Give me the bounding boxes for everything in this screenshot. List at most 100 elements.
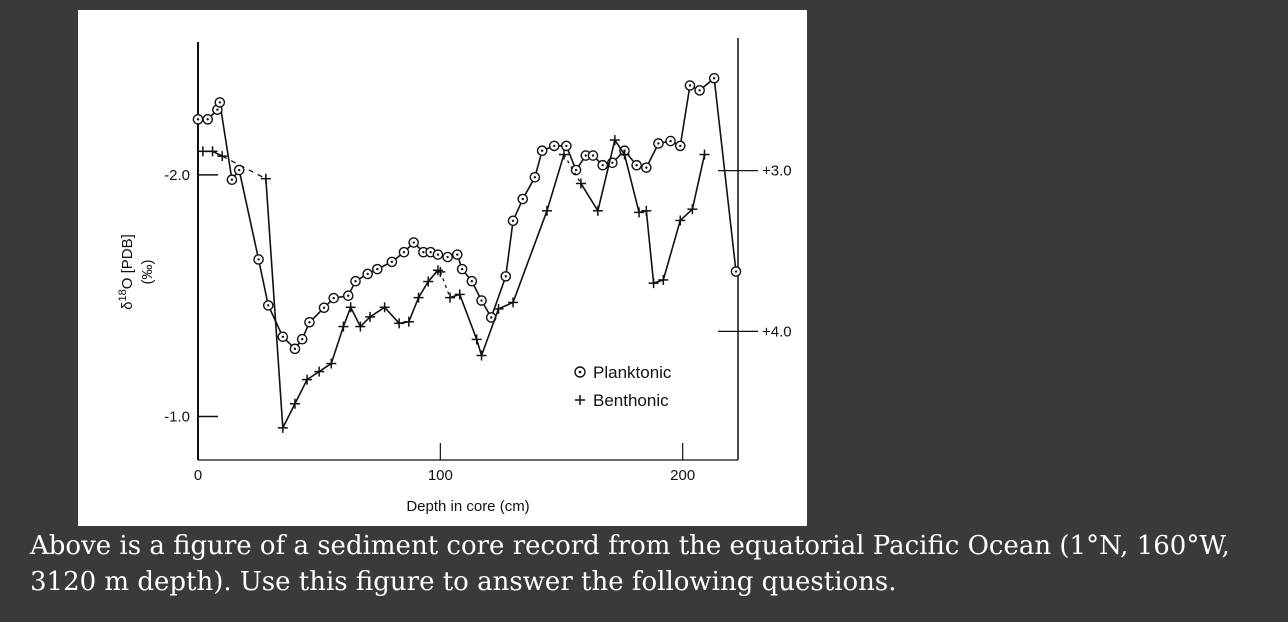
- benthonic-segment-7: [318, 362, 332, 373]
- planktonic-point: [597, 159, 609, 171]
- planktonic-point: [262, 300, 274, 311]
- benthonic-point: [435, 266, 446, 277]
- benthonic-point: [575, 178, 586, 189]
- benthonic-point: [302, 374, 313, 385]
- benthonic-point: [493, 303, 504, 314]
- planktonic-segment-47: [679, 85, 691, 147]
- benthonic-point: [687, 204, 698, 215]
- planktonic-point: [466, 275, 478, 287]
- benthonic-point: [197, 146, 208, 157]
- series-markers-benthonic: [197, 135, 710, 433]
- benthonic-segment-8: [330, 326, 345, 364]
- planktonic-point: [674, 140, 686, 152]
- benthonic-point: [699, 149, 710, 160]
- benthonic-point: [658, 274, 669, 285]
- benthonic-point: [508, 297, 519, 308]
- planktonic-point: [694, 85, 705, 96]
- planktonic-point: [289, 343, 301, 355]
- planktonic-segment-3: [219, 102, 233, 180]
- benthonic-point: [558, 149, 569, 160]
- planktonic-point: [500, 271, 512, 282]
- planktonic-point: [665, 135, 676, 147]
- benthonic-point: [675, 215, 686, 226]
- benthonic-segment-29: [597, 139, 616, 211]
- benthonic-segment-12: [369, 306, 386, 318]
- benthonic-segment-9: [342, 306, 352, 327]
- benthonic-segment-1: [212, 150, 223, 157]
- benthonic-point: [394, 318, 405, 329]
- legend-label-benthonic: Benthonic: [593, 391, 669, 410]
- benthonic-point: [648, 278, 659, 289]
- planktonic-segment-5: [238, 169, 260, 260]
- benthonic-point: [413, 292, 424, 303]
- planktonic-point: [304, 316, 315, 328]
- planktonic-segment-30: [504, 220, 514, 277]
- x-tick-label-200: 200: [670, 467, 695, 484]
- legend: Planktonic Benthonic: [574, 363, 672, 410]
- planktonic-point: [342, 290, 354, 301]
- planktonic-point: [708, 72, 720, 84]
- benthonic-segment-6: [306, 370, 320, 381]
- benthonic-point: [365, 311, 376, 322]
- benthonic-point: [379, 302, 390, 313]
- benthonic-segment-10: [349, 306, 362, 327]
- series-line-planktonic: [198, 77, 737, 350]
- planktonic-point: [476, 295, 487, 306]
- planktonic-point: [386, 256, 398, 268]
- legend-marker-planktonic: [574, 366, 586, 378]
- planktonic-point: [398, 246, 410, 258]
- planktonic-segment-50: [713, 78, 737, 272]
- benthonic-point: [619, 149, 630, 160]
- benthonic-segment-37: [691, 154, 706, 210]
- series-markers-planktonic: [192, 72, 742, 355]
- planktonic-point: [641, 162, 652, 173]
- planktonic-point: [372, 263, 383, 275]
- benthonic-segment-23: [480, 308, 500, 356]
- planktonic-point: [418, 246, 429, 258]
- benthonic-point: [403, 316, 414, 327]
- series-line-benthonic: [202, 139, 706, 429]
- planktonic-point: [570, 164, 582, 176]
- benthonic-point: [289, 398, 300, 409]
- axis-ticks: [197, 170, 758, 460]
- benthonic-segment-15: [408, 297, 420, 323]
- benthonic-point: [641, 205, 652, 216]
- benthonic-point: [326, 358, 337, 369]
- benthonic-point: [277, 422, 288, 433]
- planktonic-point: [452, 249, 463, 260]
- planktonic-point: [328, 292, 340, 304]
- x-tick-label-100: 100: [428, 467, 453, 484]
- benthonic-segment-36: [679, 208, 693, 222]
- benthonic-point: [634, 207, 645, 218]
- x-tick-label-0: 0: [194, 467, 202, 484]
- benthonic-segment-24: [498, 301, 514, 310]
- benthonic-segment-2: [221, 155, 267, 180]
- figure-panel: 0 100 200 -2.0 -1.0 +3.0 +4.0 Depth in core (c…: [78, 10, 807, 526]
- benthonic-segment-5: [294, 379, 308, 405]
- planktonic-point: [561, 140, 572, 152]
- benthonic-point: [432, 265, 443, 276]
- benthonic-point: [217, 151, 228, 162]
- benthonic-point: [541, 205, 552, 216]
- benthonic-point: [445, 292, 456, 303]
- planktonic-point: [318, 302, 330, 314]
- planktonic-point: [350, 275, 361, 287]
- planktonic-point: [192, 114, 204, 125]
- benthonic-point: [338, 321, 349, 332]
- benthonic-point: [355, 321, 366, 332]
- y-axis-unit-group: (‰): [139, 260, 156, 285]
- benthonic-point: [314, 366, 325, 377]
- benthonic-point: [454, 289, 465, 300]
- benthonic-segment-11: [359, 316, 371, 328]
- planktonic-point: [507, 215, 519, 227]
- benthonic-segment-3: [265, 178, 284, 428]
- planktonic-point: [456, 263, 468, 275]
- x-axis-title: Depth in core (cm): [406, 498, 529, 515]
- planktonic-point: [684, 80, 696, 91]
- y-axis-unit: (‰): [139, 260, 156, 285]
- left-tick-label-0: -2.0: [164, 167, 190, 184]
- planktonic-point: [653, 138, 664, 149]
- planktonic-point: [730, 266, 742, 277]
- benthonic-point: [471, 334, 482, 345]
- figure-caption: Above is a figure of a sediment core rec…: [30, 528, 1270, 600]
